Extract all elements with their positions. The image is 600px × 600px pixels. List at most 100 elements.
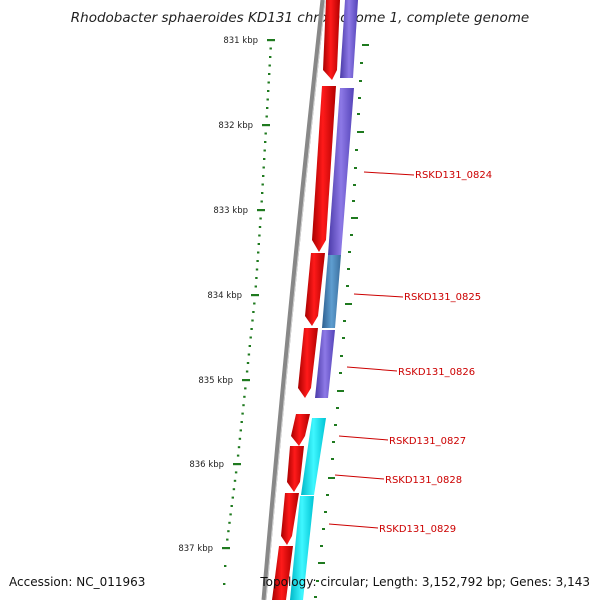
ruler-minor-tick [255,277,258,279]
ruler-minor-tick [343,320,346,322]
ruler-major-tick [233,463,241,466]
ruler-minor-tick [224,565,227,567]
ruler-minor-tick [331,458,334,460]
ruler-minor-tick [268,73,271,75]
ruler-minor-tick [269,47,272,50]
ruler-minor-tick [263,158,266,160]
reverse-cds-bar[interactable] [340,0,358,78]
ruler-minor-tick [316,580,319,582]
ruler-minor-tick [255,268,259,271]
gene-label[interactable]: RSKD131_0829 [379,524,456,535]
ruler-minor-tick [253,302,256,305]
gene-label-leader-line [353,293,404,298]
reverse-cds-bar[interactable] [322,255,341,328]
ruler-minor-tick [352,200,355,202]
gene-label[interactable]: RSKD131_0824 [415,170,492,181]
forward-cds-arrow[interactable] [272,546,293,600]
ruler-minor-tick [358,97,361,99]
ruler-minor-tick [357,113,360,115]
ruler-minor-tick [223,583,226,585]
ruler-minor-tick [336,407,339,409]
ruler-minor-tick [314,596,317,598]
ruler-minor-tick [263,149,266,152]
ruler-major-tick [222,547,230,550]
ruler-minor-tick [239,429,242,432]
reverse-cds-bar[interactable] [301,418,326,495]
ruler-minor-tick [340,355,343,357]
forward-cds-arrow[interactable] [298,328,318,398]
ruler-minor-tick [243,395,246,398]
ruler-minor-tick [346,285,349,287]
ruler-minor-tick [360,62,363,64]
gene-label[interactable]: RSKD131_0828 [385,475,462,486]
ruler-tick-label: 836 kbp [189,460,224,470]
ruler-minor-tick [226,538,229,541]
gene-label-leader-line [338,435,389,441]
ruler-minor-tick [258,234,261,237]
ruler-minor-tick [350,234,353,236]
ruler-minor-tick [345,303,352,305]
ruler-minor-tick [348,251,351,253]
forward-cds-arrow[interactable] [323,0,340,80]
forward-cds-arrow[interactable] [287,446,304,492]
ruler-minor-tick [326,494,329,496]
ruler-minor-tick [234,471,238,474]
chromosome-backbone-highlight [265,0,326,600]
ruler-minor-tick [265,115,268,118]
ruler-minor-tick [248,345,251,347]
ruler-minor-tick [260,200,263,203]
gene-label[interactable]: RSKD131_0825 [404,292,481,303]
ruler-major-tick [242,379,250,382]
ruler-minor-tick [250,328,253,330]
reverse-cds-bar[interactable] [290,496,314,600]
ruler-minor-tick [322,528,325,530]
gene-label-leader-line [363,171,415,176]
ruler-minor-tick [262,175,265,177]
ruler-minor-tick [254,285,257,288]
ruler-minor-tick [354,167,357,169]
accession-text: Accession: NC_011963 [9,575,146,589]
ruler-minor-tick [262,166,265,169]
ruler-tick-label: 837 kbp [178,544,213,554]
ruler-minor-tick [266,98,269,101]
ruler-minor-tick [228,521,231,524]
ruler-minor-tick [257,251,260,254]
ruler-tick-label: 834 kbp [207,291,242,301]
reverse-cds-bar[interactable] [315,330,335,398]
ruler-minor-tick [252,311,255,313]
ruler-minor-tick [339,372,342,374]
ruler-minor-tick [244,387,247,390]
ruler-minor-tick [227,530,230,533]
ruler-minor-tick [328,477,335,479]
ruler-minor-tick [342,337,345,339]
ruler-minor-tick [267,81,270,84]
ruler-minor-tick [351,217,358,219]
ruler-minor-tick [230,505,233,507]
forward-cds-arrow[interactable] [291,414,310,446]
ruler-minor-tick [337,390,344,392]
chromosome-backbone [261,0,326,600]
reverse-cds-bar[interactable] [328,88,354,255]
ruler-minor-tick [237,446,241,449]
ruler-minor-tick [332,441,335,443]
ruler-minor-tick [362,44,369,46]
ruler-major-tick [257,209,265,212]
gene-label-leader-line [328,523,379,529]
forward-cds-arrow[interactable] [281,493,299,545]
ruler-tick-label: 831 kbp [223,36,258,46]
ruler-minor-tick [251,319,254,322]
ruler-minor-tick [269,56,272,58]
forward-cds-arrow[interactable] [312,86,336,252]
ruler-minor-tick [334,424,337,426]
ruler-minor-ticks [223,44,369,598]
forward-cds-arrow[interactable] [305,253,325,326]
ruler-minor-tick [266,107,269,109]
gene-label[interactable]: RSKD131_0826 [398,367,475,378]
ruler-minor-tick [241,412,244,415]
ruler-minor-tick [232,488,236,491]
ruler-minor-tick [261,183,264,186]
ruler-minor-tick [242,404,245,407]
ruler-minor-tick [355,149,358,151]
gene-label[interactable]: RSKD131_0827 [389,436,466,447]
